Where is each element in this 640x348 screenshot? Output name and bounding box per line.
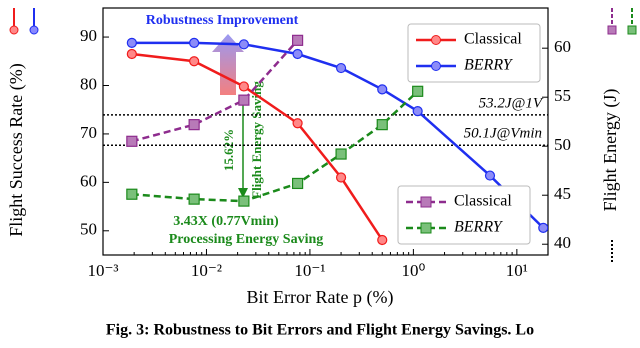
y-axis-label: Flight Success Rate (%): [6, 63, 27, 236]
legend-marker: [420, 196, 432, 208]
marker: [126, 48, 137, 60]
plot-frame: [102, 7, 549, 256]
marker: [188, 193, 200, 205]
marker: [126, 188, 138, 200]
marker: [238, 39, 249, 50]
plot-area: [126, 34, 548, 246]
annotation: Processing Energy Saving: [169, 232, 324, 247]
legend-marker: [431, 61, 441, 71]
marker: [188, 119, 200, 131]
legend-marker: [420, 222, 432, 234]
marker: [377, 234, 388, 246]
y2-tick-label: 50: [554, 135, 571, 154]
axis-icons: [9, 8, 637, 262]
marker: [238, 195, 250, 207]
legend-box: [407, 23, 541, 83]
annotation: 15.62%: [221, 129, 236, 171]
marker: [335, 148, 347, 160]
legend-label: Classical: [454, 193, 512, 210]
marker: [335, 172, 347, 183]
y2-tick-label: 60: [554, 37, 571, 56]
y2-tick-label: 55: [554, 86, 571, 105]
marker: [376, 119, 388, 131]
annotation: Robustness Improvement: [146, 13, 299, 28]
x-tick-label: 10⁻¹: [294, 261, 325, 280]
marker: [126, 135, 138, 147]
marker: [412, 85, 424, 97]
marker: [238, 81, 249, 92]
y-tick-label: 50: [80, 220, 97, 239]
series-line: [131, 52, 384, 241]
legend-marker: [431, 35, 441, 45]
x-tick-label: 10⁻³: [87, 261, 118, 280]
x-tick-label: 10⁰: [401, 261, 425, 280]
marker: [292, 118, 303, 129]
marker: [538, 222, 548, 233]
reference-label: 53.2J@1V: [479, 95, 544, 111]
series-line: [131, 39, 299, 143]
y-tick-label: 60: [80, 171, 97, 190]
legend-label: BERRY: [464, 57, 514, 74]
annotation: 3.43X (0.77Vmin): [173, 214, 279, 229]
marker: [291, 177, 304, 190]
robustness-arrow: [212, 34, 244, 95]
reference-label: 50.1J@Vmin: [464, 126, 542, 142]
marker: [238, 94, 250, 106]
y2-axis-label: Flight Energy (J): [600, 89, 621, 212]
x-tick-label: 10⁻²: [191, 261, 222, 280]
y-tick-label: 70: [80, 123, 97, 142]
marker: [335, 62, 347, 74]
legend-label: BERRY: [454, 219, 504, 236]
x-tick-label: 10¹: [506, 261, 528, 280]
marker: [412, 106, 423, 117]
y2-tick-label: 45: [554, 184, 571, 203]
marker: [189, 37, 200, 48]
marker: [484, 170, 496, 181]
legend-label: Classical: [464, 31, 522, 48]
marker: [377, 84, 388, 95]
x-axis-label: Bit Error Rate p (%): [247, 287, 394, 308]
saving-arrow-head: [238, 188, 248, 198]
marker: [126, 37, 137, 48]
caption: Fig. 3: Robustness to Bit Errors and Fli…: [106, 322, 534, 339]
marker: [189, 56, 200, 67]
marker: [291, 34, 304, 46]
y-tick-label: 80: [80, 74, 97, 93]
y2-tick-label: 40: [554, 233, 571, 252]
annotation: Flight Energy Saving: [249, 81, 264, 199]
marker: [292, 48, 303, 60]
y-tick-label: 90: [80, 26, 97, 45]
